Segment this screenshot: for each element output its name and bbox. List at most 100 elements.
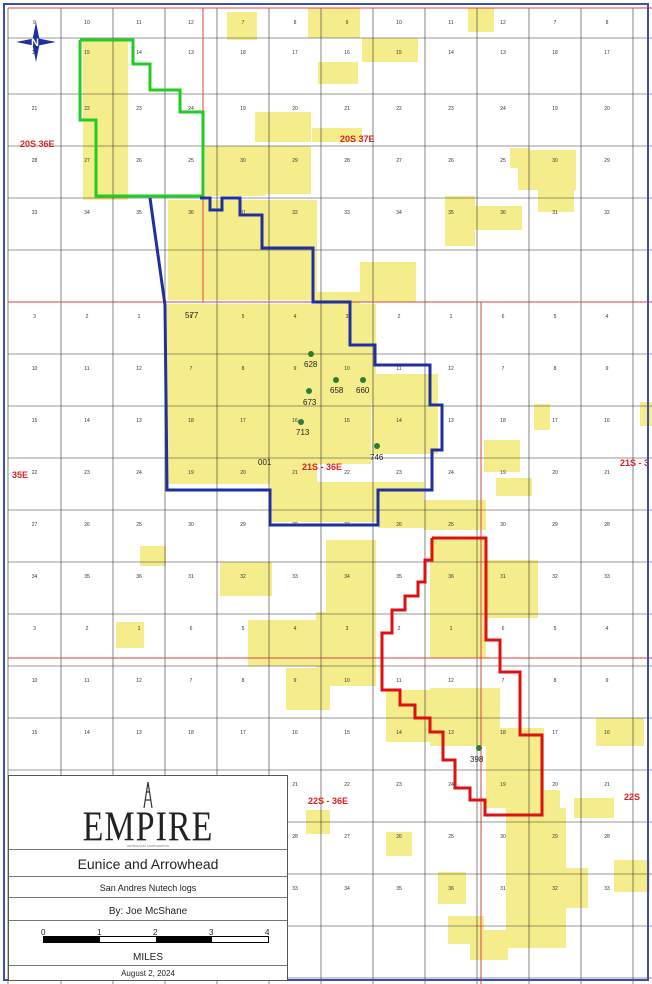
section-number: 28 xyxy=(604,834,610,840)
section-number: 33 xyxy=(344,210,350,216)
township-label: 20S 37E xyxy=(340,134,375,144)
section-number: 15 xyxy=(344,418,350,424)
section-number: 13 xyxy=(136,418,142,424)
section-number: 6 xyxy=(190,626,193,632)
section-number: 8 xyxy=(554,678,557,684)
acreage-tract xyxy=(468,8,494,32)
section-number: 9 xyxy=(606,366,609,372)
section-number: 33 xyxy=(32,210,38,216)
section-number: 12 xyxy=(136,678,142,684)
section-number: 16 xyxy=(604,418,610,424)
section-number: 3 xyxy=(346,626,349,632)
well-label: 001 xyxy=(258,458,272,467)
section-number: 12 xyxy=(448,678,454,684)
section-number: 21 xyxy=(604,782,610,788)
section-number: 11 xyxy=(136,20,141,26)
scale-tick: 1 xyxy=(97,928,102,937)
section-number: 1 xyxy=(450,626,453,632)
section-number: 34 xyxy=(84,210,90,216)
section-number: 22 xyxy=(344,470,350,476)
map-author: By: Joe McShane xyxy=(108,906,188,917)
section-number: 5 xyxy=(554,626,557,632)
acreage-tract xyxy=(227,12,257,40)
section-number: 9 xyxy=(346,20,349,26)
section-number: 7 xyxy=(190,678,193,684)
section-number: 29 xyxy=(292,158,298,164)
north-arrow-icon: N xyxy=(16,22,56,62)
map-title: Eunice and Arrowhead xyxy=(77,856,219,872)
well-marker xyxy=(298,419,304,425)
green-outline xyxy=(78,38,205,198)
section-number: 12 xyxy=(136,366,142,372)
section-number: 30 xyxy=(240,158,246,164)
section-number: 17 xyxy=(552,418,558,424)
section-number: 21 xyxy=(32,106,38,112)
scale-units: MILES xyxy=(132,952,163,963)
section-number: 34 xyxy=(344,886,350,892)
section-number: 1 xyxy=(450,314,453,320)
scale-bar xyxy=(43,936,269,943)
section-number: 27 xyxy=(396,158,402,164)
section-number: 16 xyxy=(292,730,298,736)
section-number: 17 xyxy=(552,730,558,736)
acreage-tract xyxy=(548,868,588,908)
acreage-tract xyxy=(538,190,574,212)
section-number: 35 xyxy=(136,210,142,216)
section-number: 30 xyxy=(500,522,506,528)
section-number: 26 xyxy=(396,522,402,528)
section-number: 11 xyxy=(84,366,89,372)
section-number: 34 xyxy=(344,574,350,580)
legend-box: EMPIRE PETROLEUM CORPORATION Eunice and … xyxy=(8,775,288,981)
well-label: 673 xyxy=(303,398,317,407)
section-number: 18 xyxy=(552,50,558,56)
section-number: 34 xyxy=(396,210,402,216)
acreage-tract xyxy=(574,798,614,818)
section-number: 15 xyxy=(32,730,38,736)
section-number: 13 xyxy=(500,50,506,56)
section-number: 26 xyxy=(84,522,90,528)
acreage-tract xyxy=(614,860,650,892)
section-number: 6 xyxy=(190,314,193,320)
section-number: 12 xyxy=(188,20,194,26)
section-number: 14 xyxy=(448,50,454,56)
acreage-tract xyxy=(496,478,532,496)
map-date: August 2, 2024 xyxy=(121,969,175,978)
well-label: 746 xyxy=(370,453,384,462)
acreage-tract xyxy=(596,718,644,746)
section-number: 33 xyxy=(292,574,298,580)
section-number: 17 xyxy=(604,50,610,56)
section-number: 22 xyxy=(396,106,402,112)
section-number: 23 xyxy=(448,106,454,112)
well-marker xyxy=(308,351,314,357)
derrick-icon xyxy=(143,781,153,809)
section-number: 11 xyxy=(396,678,401,684)
section-number: 25 xyxy=(188,158,194,164)
section-number: 16 xyxy=(344,50,350,56)
section-number: 31 xyxy=(552,210,558,216)
section-number: 9 xyxy=(294,678,297,684)
section-number: 22 xyxy=(32,470,38,476)
section-number: 32 xyxy=(292,210,298,216)
section-number: 6 xyxy=(502,626,505,632)
acreage-tract xyxy=(167,304,317,484)
section-number: 35 xyxy=(84,574,90,580)
section-number: 10 xyxy=(32,366,38,372)
section-number: 36 xyxy=(500,210,506,216)
well-marker xyxy=(476,745,482,751)
section-number: 23 xyxy=(396,782,402,788)
section-number: 14 xyxy=(84,730,90,736)
section-number: 32 xyxy=(604,210,610,216)
well-label: 658 xyxy=(330,386,344,395)
acreage-tract xyxy=(308,8,360,38)
section-number: 25 xyxy=(448,834,454,840)
section-number: 19 xyxy=(240,106,246,112)
section-number: 30 xyxy=(188,522,194,528)
section-number: 6 xyxy=(502,314,505,320)
section-number: 9 xyxy=(294,366,297,372)
acreage-tract xyxy=(248,620,316,666)
acreage-tract xyxy=(362,38,418,62)
blue-outline xyxy=(148,196,444,527)
section-number: 8 xyxy=(242,366,245,372)
section-number: 29 xyxy=(604,158,610,164)
township-label: 22S - 36E xyxy=(308,796,348,806)
